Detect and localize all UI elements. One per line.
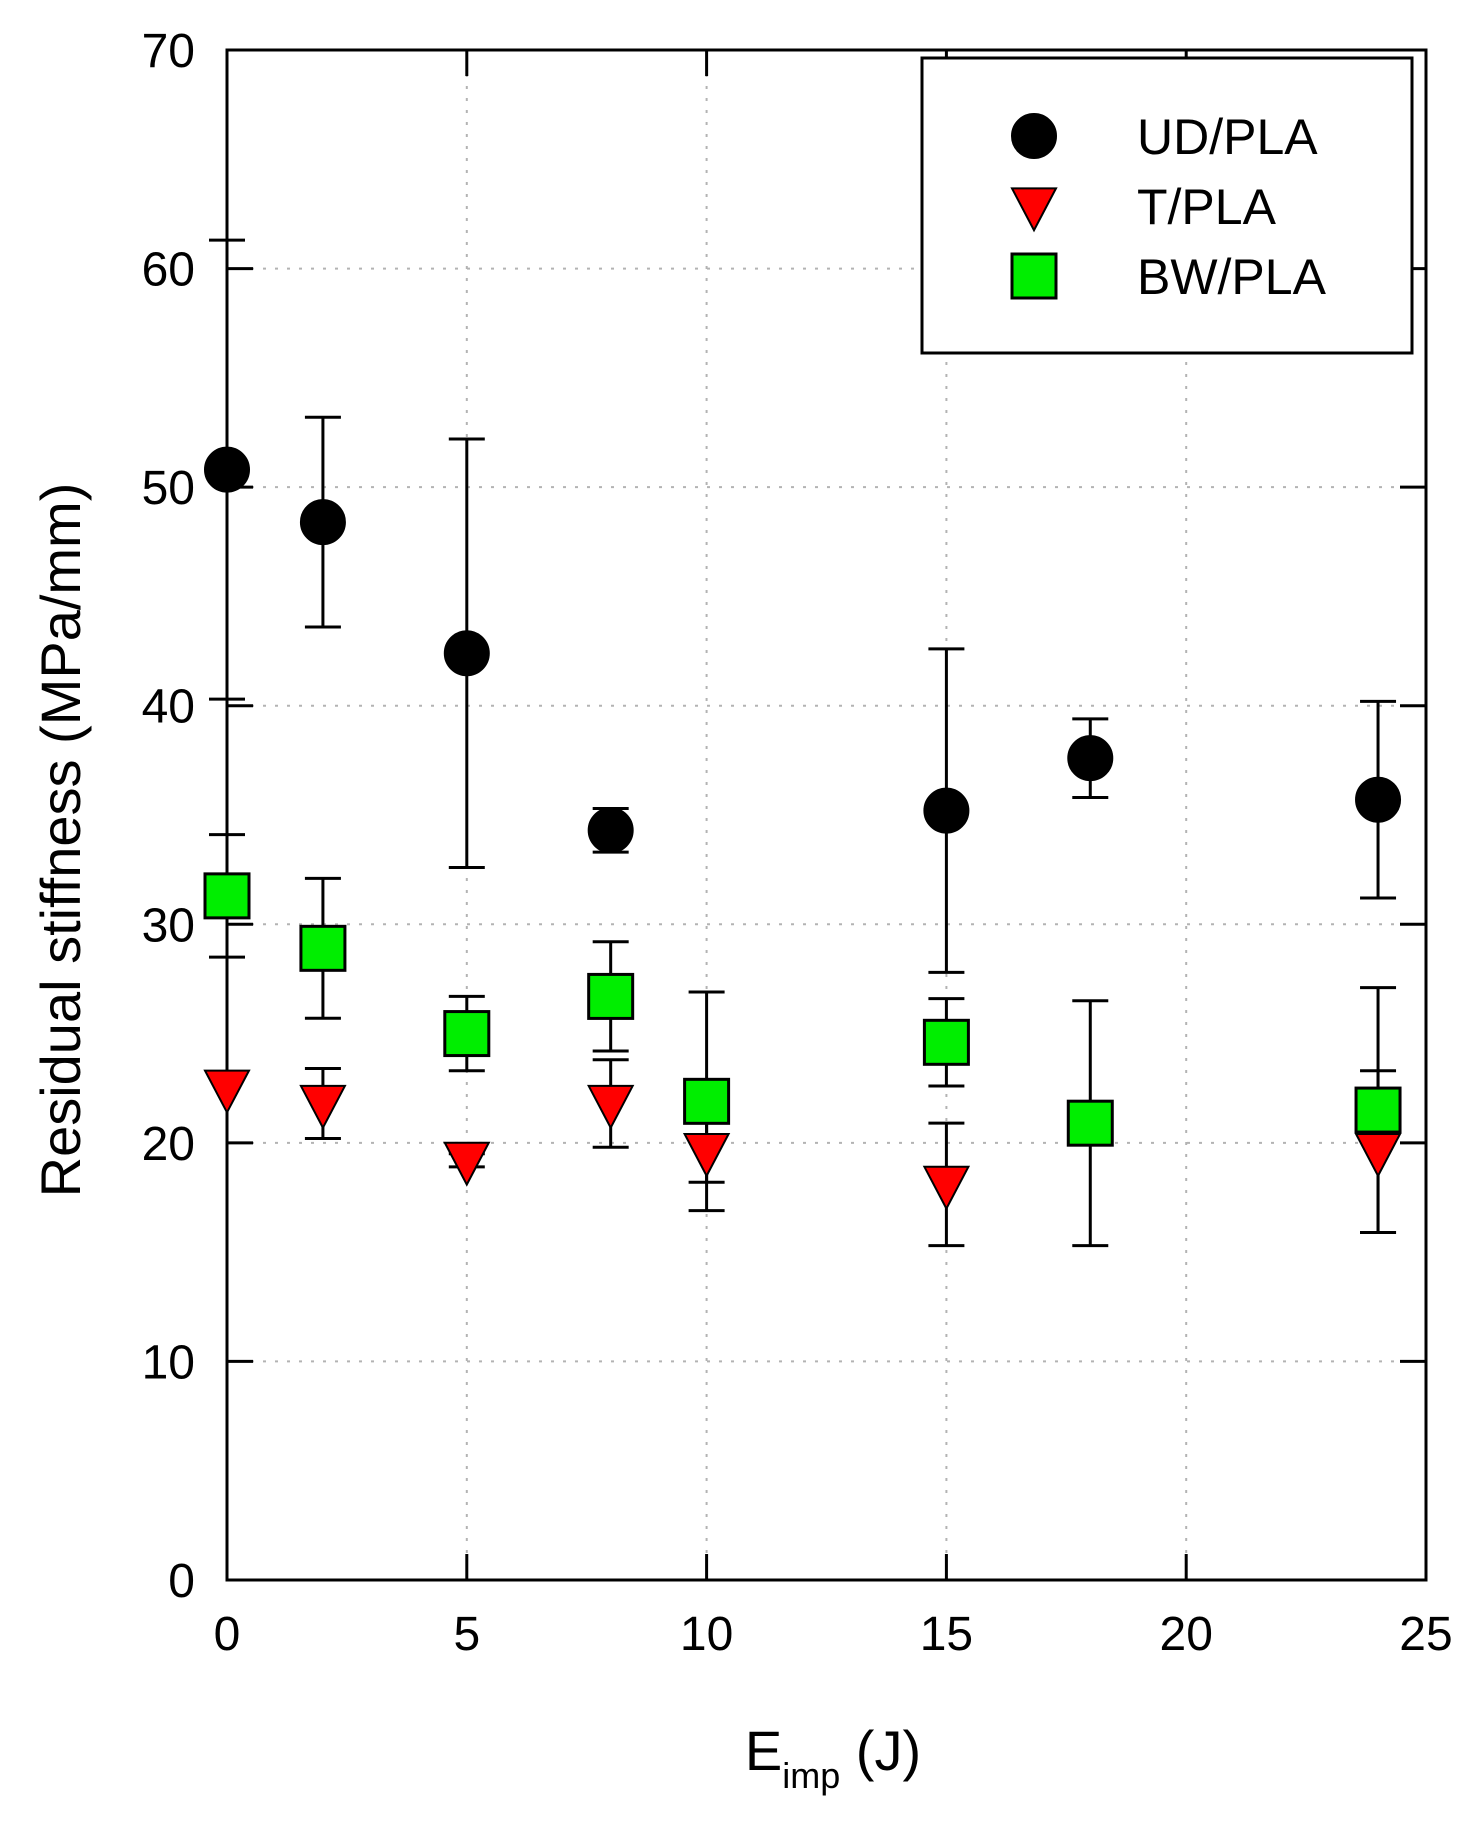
legend-label-t-pla: T/PLA	[1137, 179, 1277, 235]
marker-t-pla	[587, 1084, 635, 1130]
marker-t-pla	[922, 1165, 971, 1211]
plot-frame	[225, 48, 1428, 1582]
marker-bw-pla	[1354, 1086, 1402, 1134]
legend-box	[920, 56, 1414, 355]
y-tick-label: 20	[142, 1118, 195, 1171]
y-tick-label: 0	[168, 1555, 195, 1608]
marker-t-pla	[1354, 1133, 1402, 1178]
marker-t-pla	[203, 1069, 251, 1115]
legend-marker-bw-pla	[1010, 252, 1058, 300]
tick-labels: 0 5 10 15 20 25 0 10 20 30 40 50 60 70	[142, 25, 1453, 1661]
y-tick-label: 70	[142, 25, 195, 78]
x-tick-label: 0	[214, 1608, 241, 1661]
marker-ud-pla	[1355, 776, 1402, 823]
marker-t-pla	[682, 1133, 731, 1178]
error-bars	[209, 238, 1397, 1248]
legend-marker-ud-pla	[1011, 113, 1057, 159]
marker-ud-pla	[204, 446, 250, 493]
marker-bw-pla	[299, 924, 347, 972]
marker-t-pla	[443, 1141, 491, 1187]
marker-t-pla	[299, 1084, 347, 1130]
marker-ud-pla	[443, 630, 490, 677]
marker-bw-pla	[922, 1018, 970, 1066]
x-tick-label: 10	[680, 1608, 733, 1661]
data-markers	[203, 446, 1402, 1211]
marker-bw-pla	[587, 972, 635, 1020]
marker-bw-pla	[443, 1010, 491, 1058]
y-axis-title: Residual stiffness (MPa/mm)	[29, 483, 92, 1198]
marker-bw-pla	[683, 1077, 731, 1125]
y-tick-label: 30	[142, 899, 195, 952]
marker-ud-pla	[923, 787, 970, 834]
marker-bw-pla	[1066, 1099, 1114, 1147]
x-tick-label: 5	[453, 1608, 480, 1661]
legend: UD/PLA T/PLA BW/PLA	[920, 56, 1414, 355]
x-tick-label: 15	[920, 1608, 973, 1661]
y-tick-label: 60	[142, 244, 195, 297]
x-axis-title-main: E	[745, 1719, 782, 1782]
x-axis-title: Eimp (J)	[745, 1719, 921, 1796]
y-tick-label: 10	[142, 1336, 195, 1389]
marker-ud-pla	[1067, 735, 1114, 782]
marker-ud-pla	[587, 807, 634, 854]
legend-label-bw-pla: BW/PLA	[1137, 249, 1327, 305]
legend-marker-t-pla	[1010, 187, 1058, 233]
legend-label-ud-pla: UD/PLA	[1137, 109, 1318, 165]
x-tick-label: 20	[1160, 1608, 1213, 1661]
x-axis-title-subscript: imp	[782, 1755, 840, 1796]
marker-ud-pla	[299, 499, 346, 546]
y-tick-label: 50	[142, 462, 195, 515]
y-tick-label: 40	[142, 681, 195, 734]
x-tick-label: 25	[1399, 1608, 1452, 1661]
marker-bw-pla	[203, 872, 251, 920]
x-axis-title-unit: (J)	[840, 1719, 921, 1782]
